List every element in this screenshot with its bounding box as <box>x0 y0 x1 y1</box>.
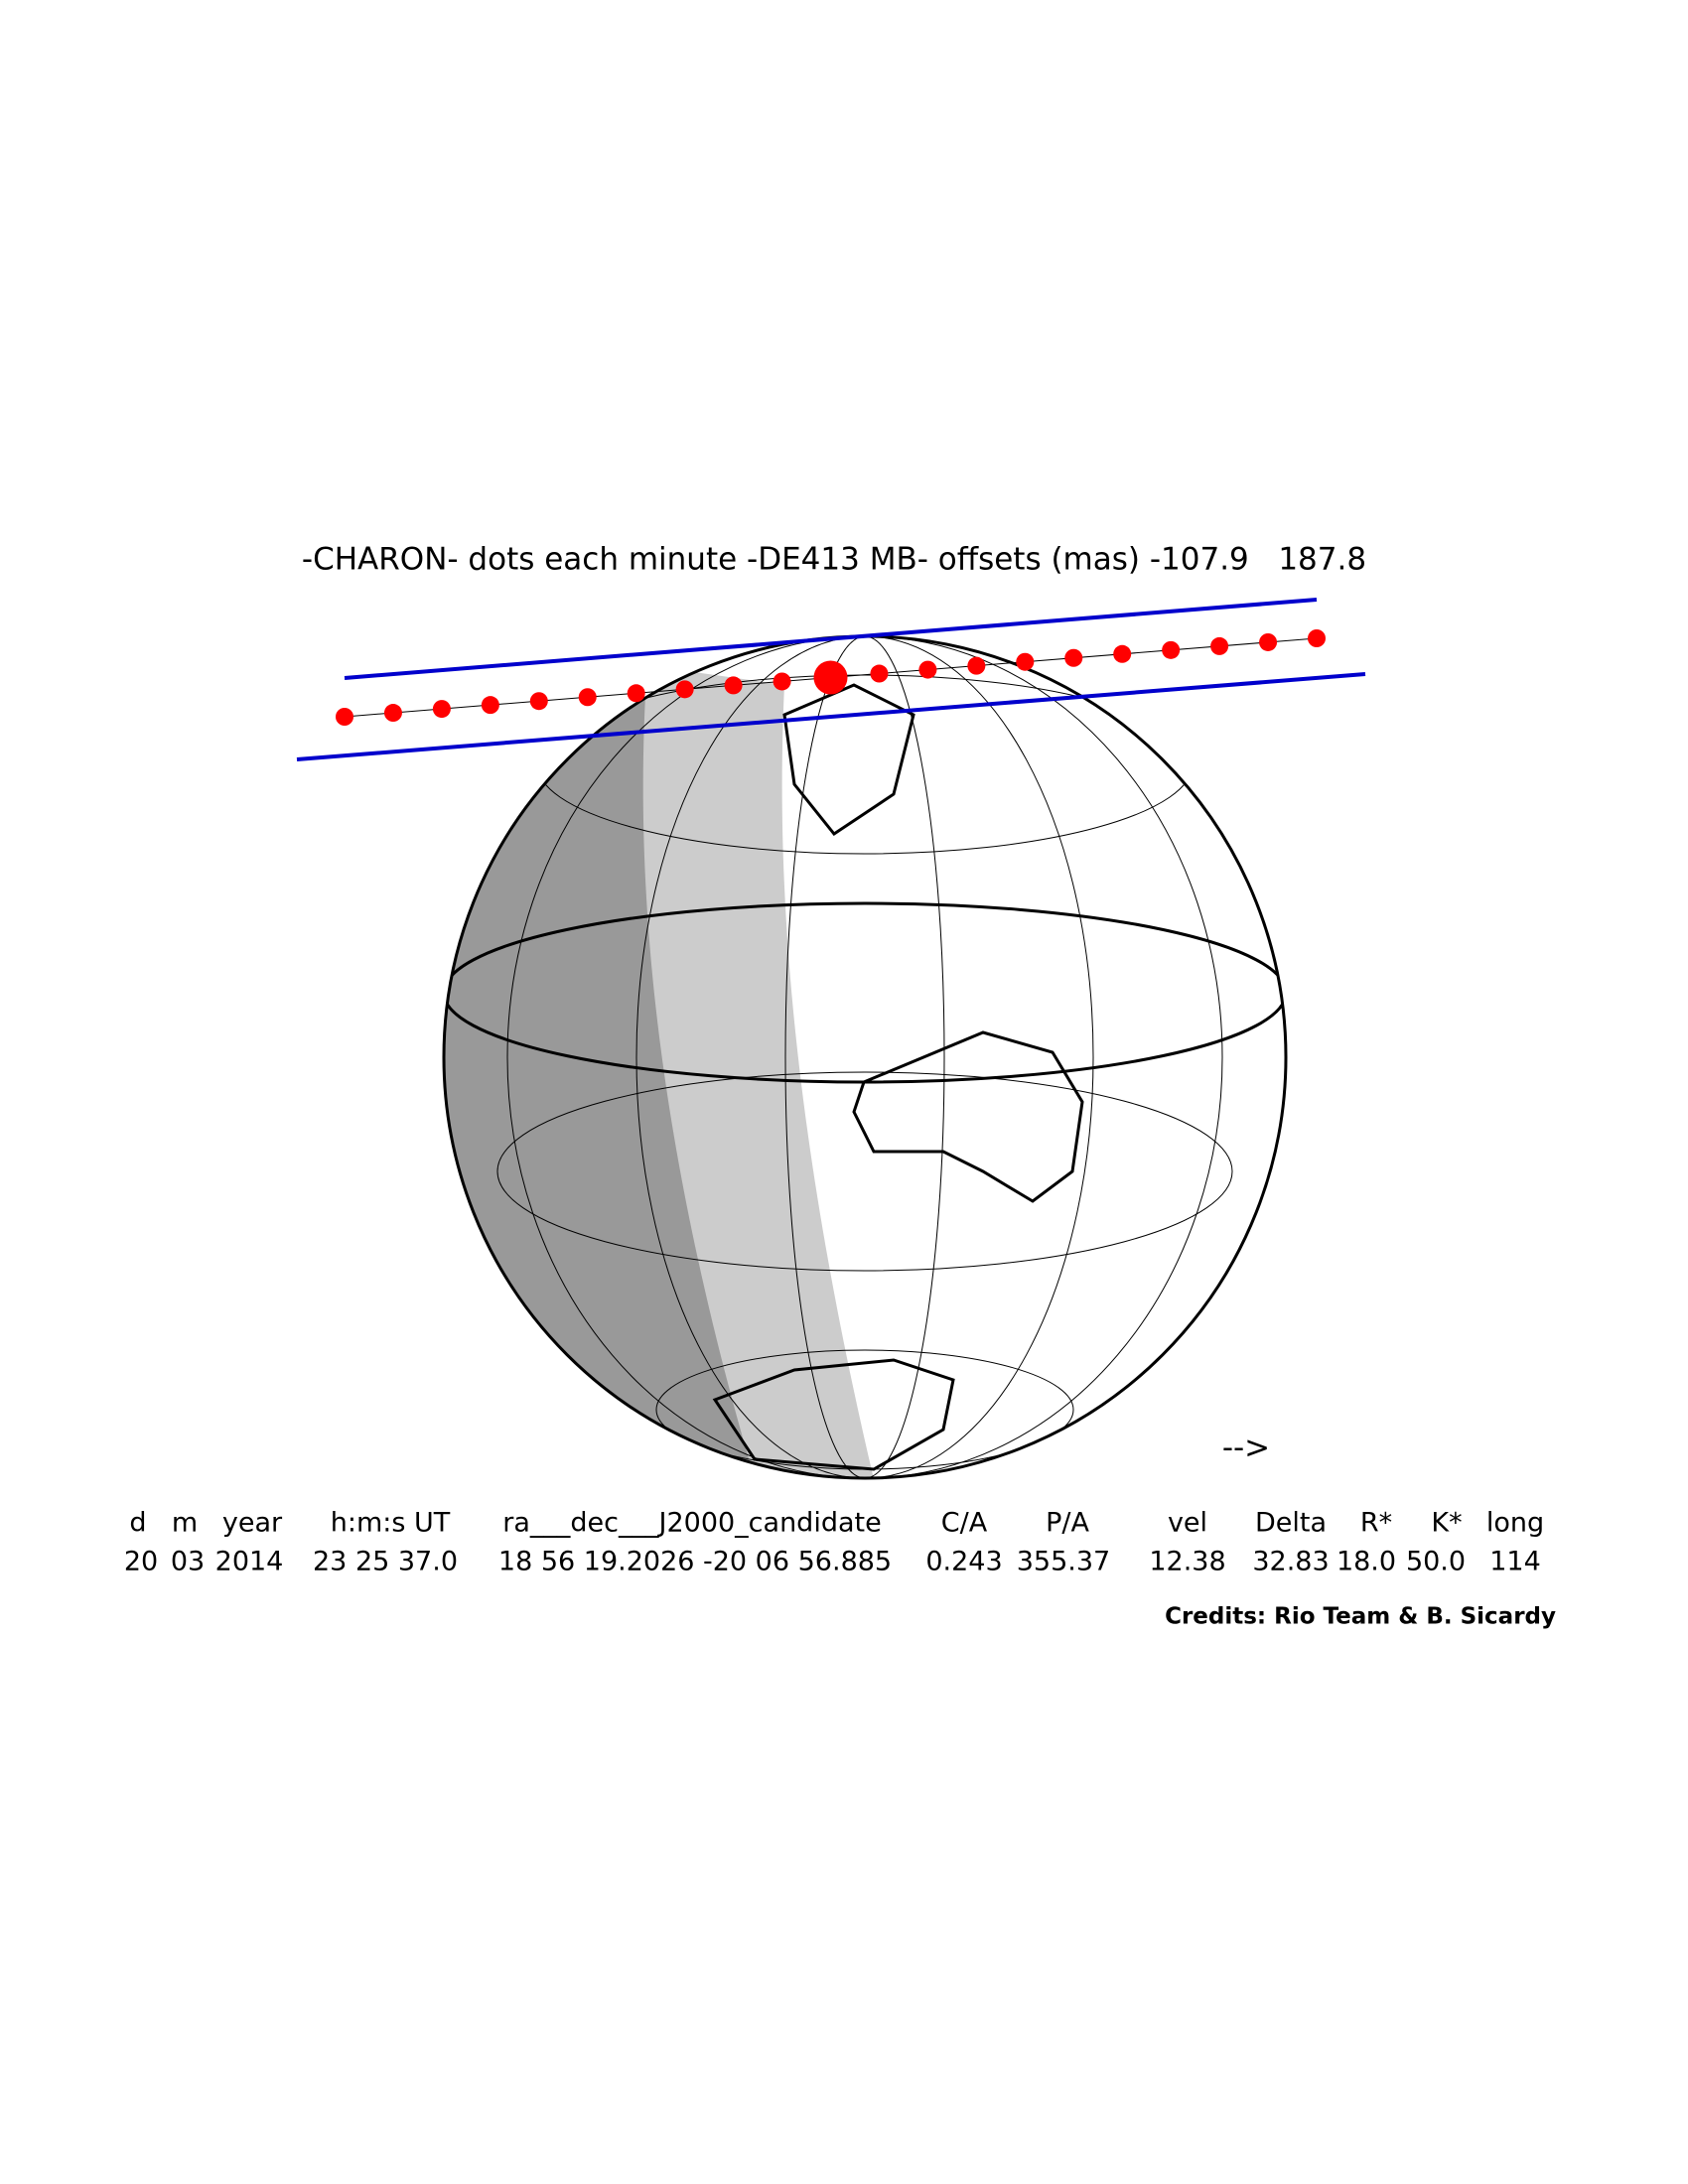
path-dot <box>481 696 499 715</box>
header-cell: ra___dec___J2000_candidate <box>502 1508 881 1539</box>
path-dot <box>918 660 937 679</box>
path-dot <box>627 684 645 703</box>
value-cell: 03 <box>171 1547 205 1577</box>
value-cell: 0.243 <box>925 1547 1002 1577</box>
value-cell: 18 56 19.2026 -20 06 56.885 <box>498 1547 892 1577</box>
header-cell: d <box>129 1508 146 1539</box>
header-cell: m <box>172 1508 198 1539</box>
path-dot <box>967 656 986 675</box>
value-cell: 23 25 37.0 <box>313 1547 458 1577</box>
header-cell: P/A <box>1046 1508 1089 1539</box>
header-cell: Delta <box>1255 1508 1327 1539</box>
credits: Credits: Rio Team & B. Sicardy <box>1165 1604 1556 1630</box>
path-dot <box>773 672 791 691</box>
globe <box>442 634 1288 1480</box>
path-dot <box>724 676 743 695</box>
value-cell: 18.0 <box>1336 1547 1396 1577</box>
header-cell: K* <box>1431 1508 1462 1539</box>
path-dot <box>1113 644 1132 663</box>
path-dot <box>383 704 402 723</box>
path-dot <box>675 680 694 699</box>
value-cell: 12.38 <box>1149 1547 1225 1577</box>
path-dot <box>1210 636 1229 655</box>
value-cell: 2014 <box>215 1547 284 1577</box>
header-cell: C/A <box>941 1508 988 1539</box>
parameter-table: d m year h:m:s UT ra___dec___J2000_candidate… <box>124 1508 1544 1577</box>
path-dot <box>578 688 597 707</box>
path-dot <box>870 664 889 683</box>
path-dots <box>336 629 1326 726</box>
path-dot <box>1259 632 1278 651</box>
header-cell: vel <box>1168 1508 1207 1539</box>
path-dot <box>1016 652 1035 671</box>
header-cell: R* <box>1360 1508 1392 1539</box>
path-dot <box>336 708 353 726</box>
path-dot <box>1308 629 1326 647</box>
path-dot <box>1162 640 1181 659</box>
header-cell: h:m:s UT <box>331 1508 451 1539</box>
header-cell: year <box>222 1508 283 1539</box>
value-cell: 32.83 <box>1252 1547 1329 1577</box>
path-dot <box>1064 648 1083 667</box>
path-dot <box>529 692 548 711</box>
value-cell: 355.37 <box>1017 1547 1110 1577</box>
header-cell: long <box>1486 1508 1544 1539</box>
value-cell: 20 <box>124 1547 158 1577</box>
title: -CHARON- dots each minute -DE413 MB- off… <box>302 542 1366 578</box>
value-cell: 50.0 <box>1406 1547 1466 1577</box>
path-dot <box>432 700 451 719</box>
path-dot <box>813 660 848 695</box>
value-cell: 114 <box>1489 1547 1541 1577</box>
direction-arrow: --> <box>1222 1431 1270 1466</box>
